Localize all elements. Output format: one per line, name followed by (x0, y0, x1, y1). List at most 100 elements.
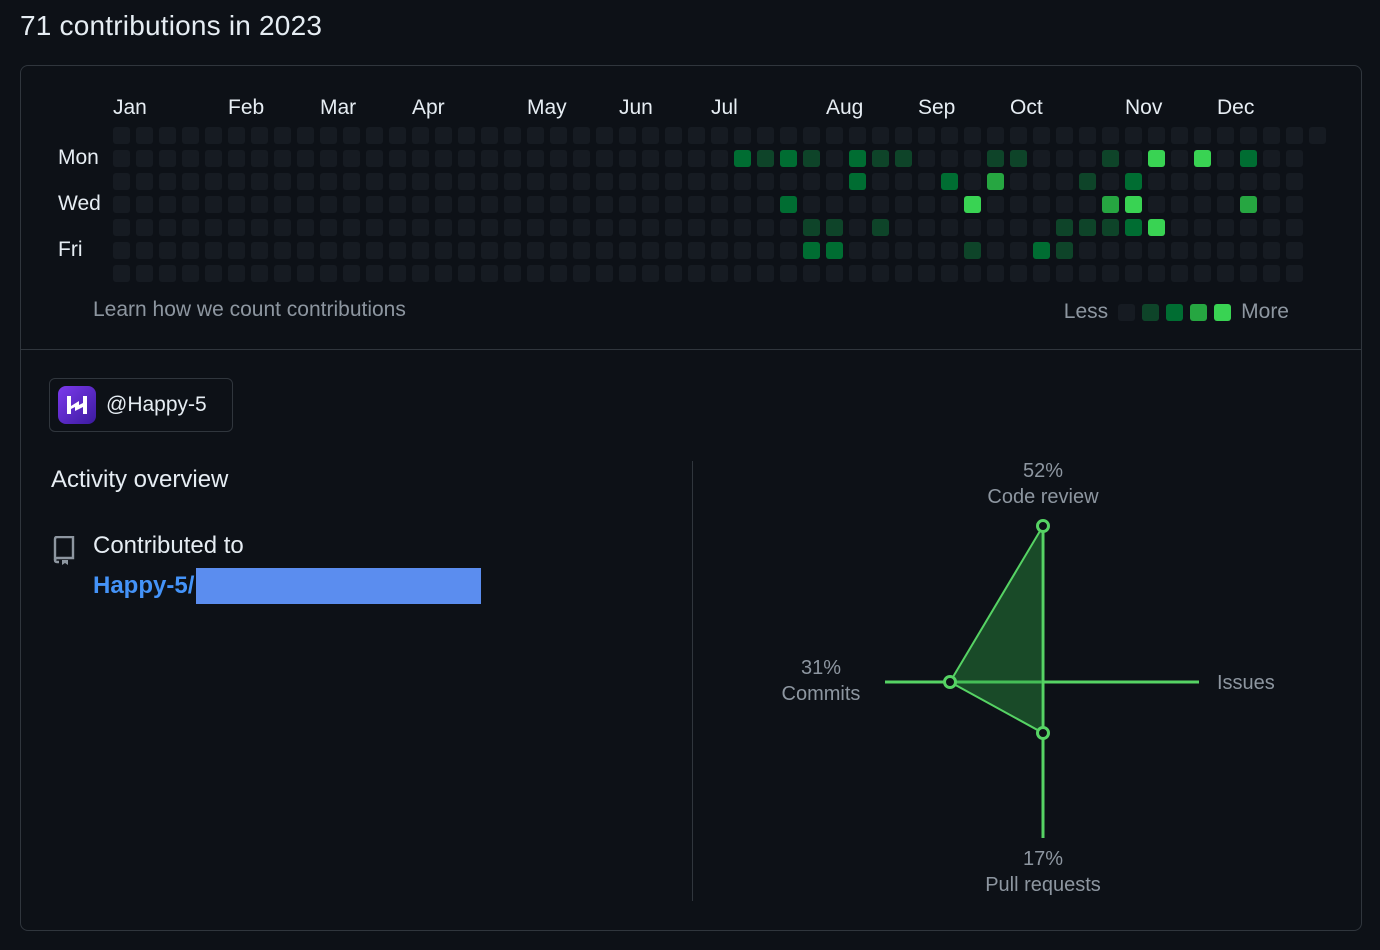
calendar-day-cell[interactable] (734, 219, 751, 236)
calendar-day-cell[interactable] (1148, 150, 1165, 167)
calendar-day-cell[interactable] (136, 150, 153, 167)
calendar-day-cell[interactable] (711, 242, 728, 259)
calendar-day-cell[interactable] (941, 219, 958, 236)
calendar-day-cell[interactable] (274, 196, 291, 213)
calendar-day-cell[interactable] (1263, 242, 1280, 259)
calendar-day-cell[interactable] (872, 196, 889, 213)
calendar-day-cell[interactable] (435, 127, 452, 144)
calendar-day-cell[interactable] (481, 127, 498, 144)
calendar-day-cell[interactable] (826, 127, 843, 144)
calendar-day-cell[interactable] (573, 265, 590, 282)
calendar-day-cell[interactable] (136, 219, 153, 236)
calendar-day-cell[interactable] (619, 127, 636, 144)
calendar-day-cell[interactable] (458, 127, 475, 144)
calendar-day-cell[interactable] (1125, 242, 1142, 259)
calendar-day-cell[interactable] (573, 196, 590, 213)
calendar-day-cell[interactable] (918, 219, 935, 236)
calendar-day-cell[interactable] (964, 173, 981, 190)
calendar-day-cell[interactable] (849, 196, 866, 213)
calendar-day-cell[interactable] (1263, 150, 1280, 167)
calendar-day-cell[interactable] (182, 150, 199, 167)
calendar-day-cell[interactable] (159, 127, 176, 144)
calendar-day-cell[interactable] (366, 219, 383, 236)
calendar-day-cell[interactable] (619, 265, 636, 282)
calendar-day-cell[interactable] (435, 196, 452, 213)
calendar-day-cell[interactable] (734, 196, 751, 213)
calendar-day-cell[interactable] (366, 265, 383, 282)
calendar-day-cell[interactable] (849, 127, 866, 144)
calendar-day-cell[interactable] (987, 219, 1004, 236)
calendar-day-cell[interactable] (734, 150, 751, 167)
calendar-day-cell[interactable] (504, 265, 521, 282)
calendar-day-cell[interactable] (228, 173, 245, 190)
calendar-day-cell[interactable] (159, 265, 176, 282)
calendar-day-cell[interactable] (987, 265, 1004, 282)
calendar-day-cell[interactable] (1240, 127, 1257, 144)
calendar-day-cell[interactable] (320, 150, 337, 167)
calendar-day-cell[interactable] (228, 265, 245, 282)
calendar-day-cell[interactable] (711, 196, 728, 213)
calendar-day-cell[interactable] (872, 150, 889, 167)
calendar-day-cell[interactable] (274, 242, 291, 259)
calendar-day-cell[interactable] (596, 265, 613, 282)
calendar-day-cell[interactable] (918, 150, 935, 167)
calendar-day-cell[interactable] (1194, 265, 1211, 282)
calendar-day-cell[interactable] (872, 173, 889, 190)
calendar-day-cell[interactable] (343, 242, 360, 259)
calendar-day-cell[interactable] (481, 265, 498, 282)
calendar-day-cell[interactable] (1217, 265, 1234, 282)
calendar-day-cell[interactable] (389, 127, 406, 144)
calendar-day-cell[interactable] (780, 219, 797, 236)
calendar-day-cell[interactable] (1056, 150, 1073, 167)
calendar-day-cell[interactable] (1010, 127, 1027, 144)
calendar-day-cell[interactable] (159, 242, 176, 259)
calendar-day-cell[interactable] (1263, 196, 1280, 213)
calendar-day-cell[interactable] (987, 173, 1004, 190)
calendar-day-cell[interactable] (159, 196, 176, 213)
calendar-day-cell[interactable] (1125, 265, 1142, 282)
calendar-day-cell[interactable] (803, 127, 820, 144)
calendar-day-cell[interactable] (251, 173, 268, 190)
calendar-day-cell[interactable] (573, 127, 590, 144)
calendar-day-cell[interactable] (895, 196, 912, 213)
calendar-day-cell[interactable] (136, 127, 153, 144)
calendar-day-cell[interactable] (688, 242, 705, 259)
calendar-day-cell[interactable] (182, 242, 199, 259)
calendar-day-cell[interactable] (389, 150, 406, 167)
calendar-day-cell[interactable] (1125, 196, 1142, 213)
calendar-day-cell[interactable] (941, 150, 958, 167)
calendar-day-cell[interactable] (205, 127, 222, 144)
calendar-day-cell[interactable] (343, 173, 360, 190)
calendar-day-cell[interactable] (1079, 265, 1096, 282)
calendar-day-cell[interactable] (941, 127, 958, 144)
calendar-day-cell[interactable] (136, 242, 153, 259)
calendar-day-cell[interactable] (1010, 173, 1027, 190)
calendar-day-cell[interactable] (251, 242, 268, 259)
calendar-day-cell[interactable] (872, 127, 889, 144)
calendar-day-cell[interactable] (1033, 242, 1050, 259)
calendar-day-cell[interactable] (711, 219, 728, 236)
calendar-day-cell[interactable] (435, 150, 452, 167)
calendar-day-cell[interactable] (228, 242, 245, 259)
calendar-day-cell[interactable] (803, 242, 820, 259)
calendar-day-cell[interactable] (780, 265, 797, 282)
calendar-day-cell[interactable] (1079, 219, 1096, 236)
calendar-day-cell[interactable] (1171, 219, 1188, 236)
calendar-day-cell[interactable] (642, 150, 659, 167)
calendar-day-cell[interactable] (987, 150, 1004, 167)
calendar-day-cell[interactable] (780, 150, 797, 167)
calendar-day-cell[interactable] (504, 242, 521, 259)
calendar-day-cell[interactable] (1286, 150, 1303, 167)
calendar-day-cell[interactable] (366, 173, 383, 190)
calendar-day-cell[interactable] (596, 127, 613, 144)
calendar-day-cell[interactable] (1171, 196, 1188, 213)
calendar-day-cell[interactable] (1010, 150, 1027, 167)
calendar-day-cell[interactable] (1033, 127, 1050, 144)
calendar-day-cell[interactable] (1217, 219, 1234, 236)
calendar-day-cell[interactable] (757, 127, 774, 144)
calendar-day-cell[interactable] (320, 265, 337, 282)
calendar-day-cell[interactable] (458, 150, 475, 167)
calendar-day-cell[interactable] (596, 150, 613, 167)
calendar-day-cell[interactable] (1171, 173, 1188, 190)
calendar-day-cell[interactable] (711, 150, 728, 167)
